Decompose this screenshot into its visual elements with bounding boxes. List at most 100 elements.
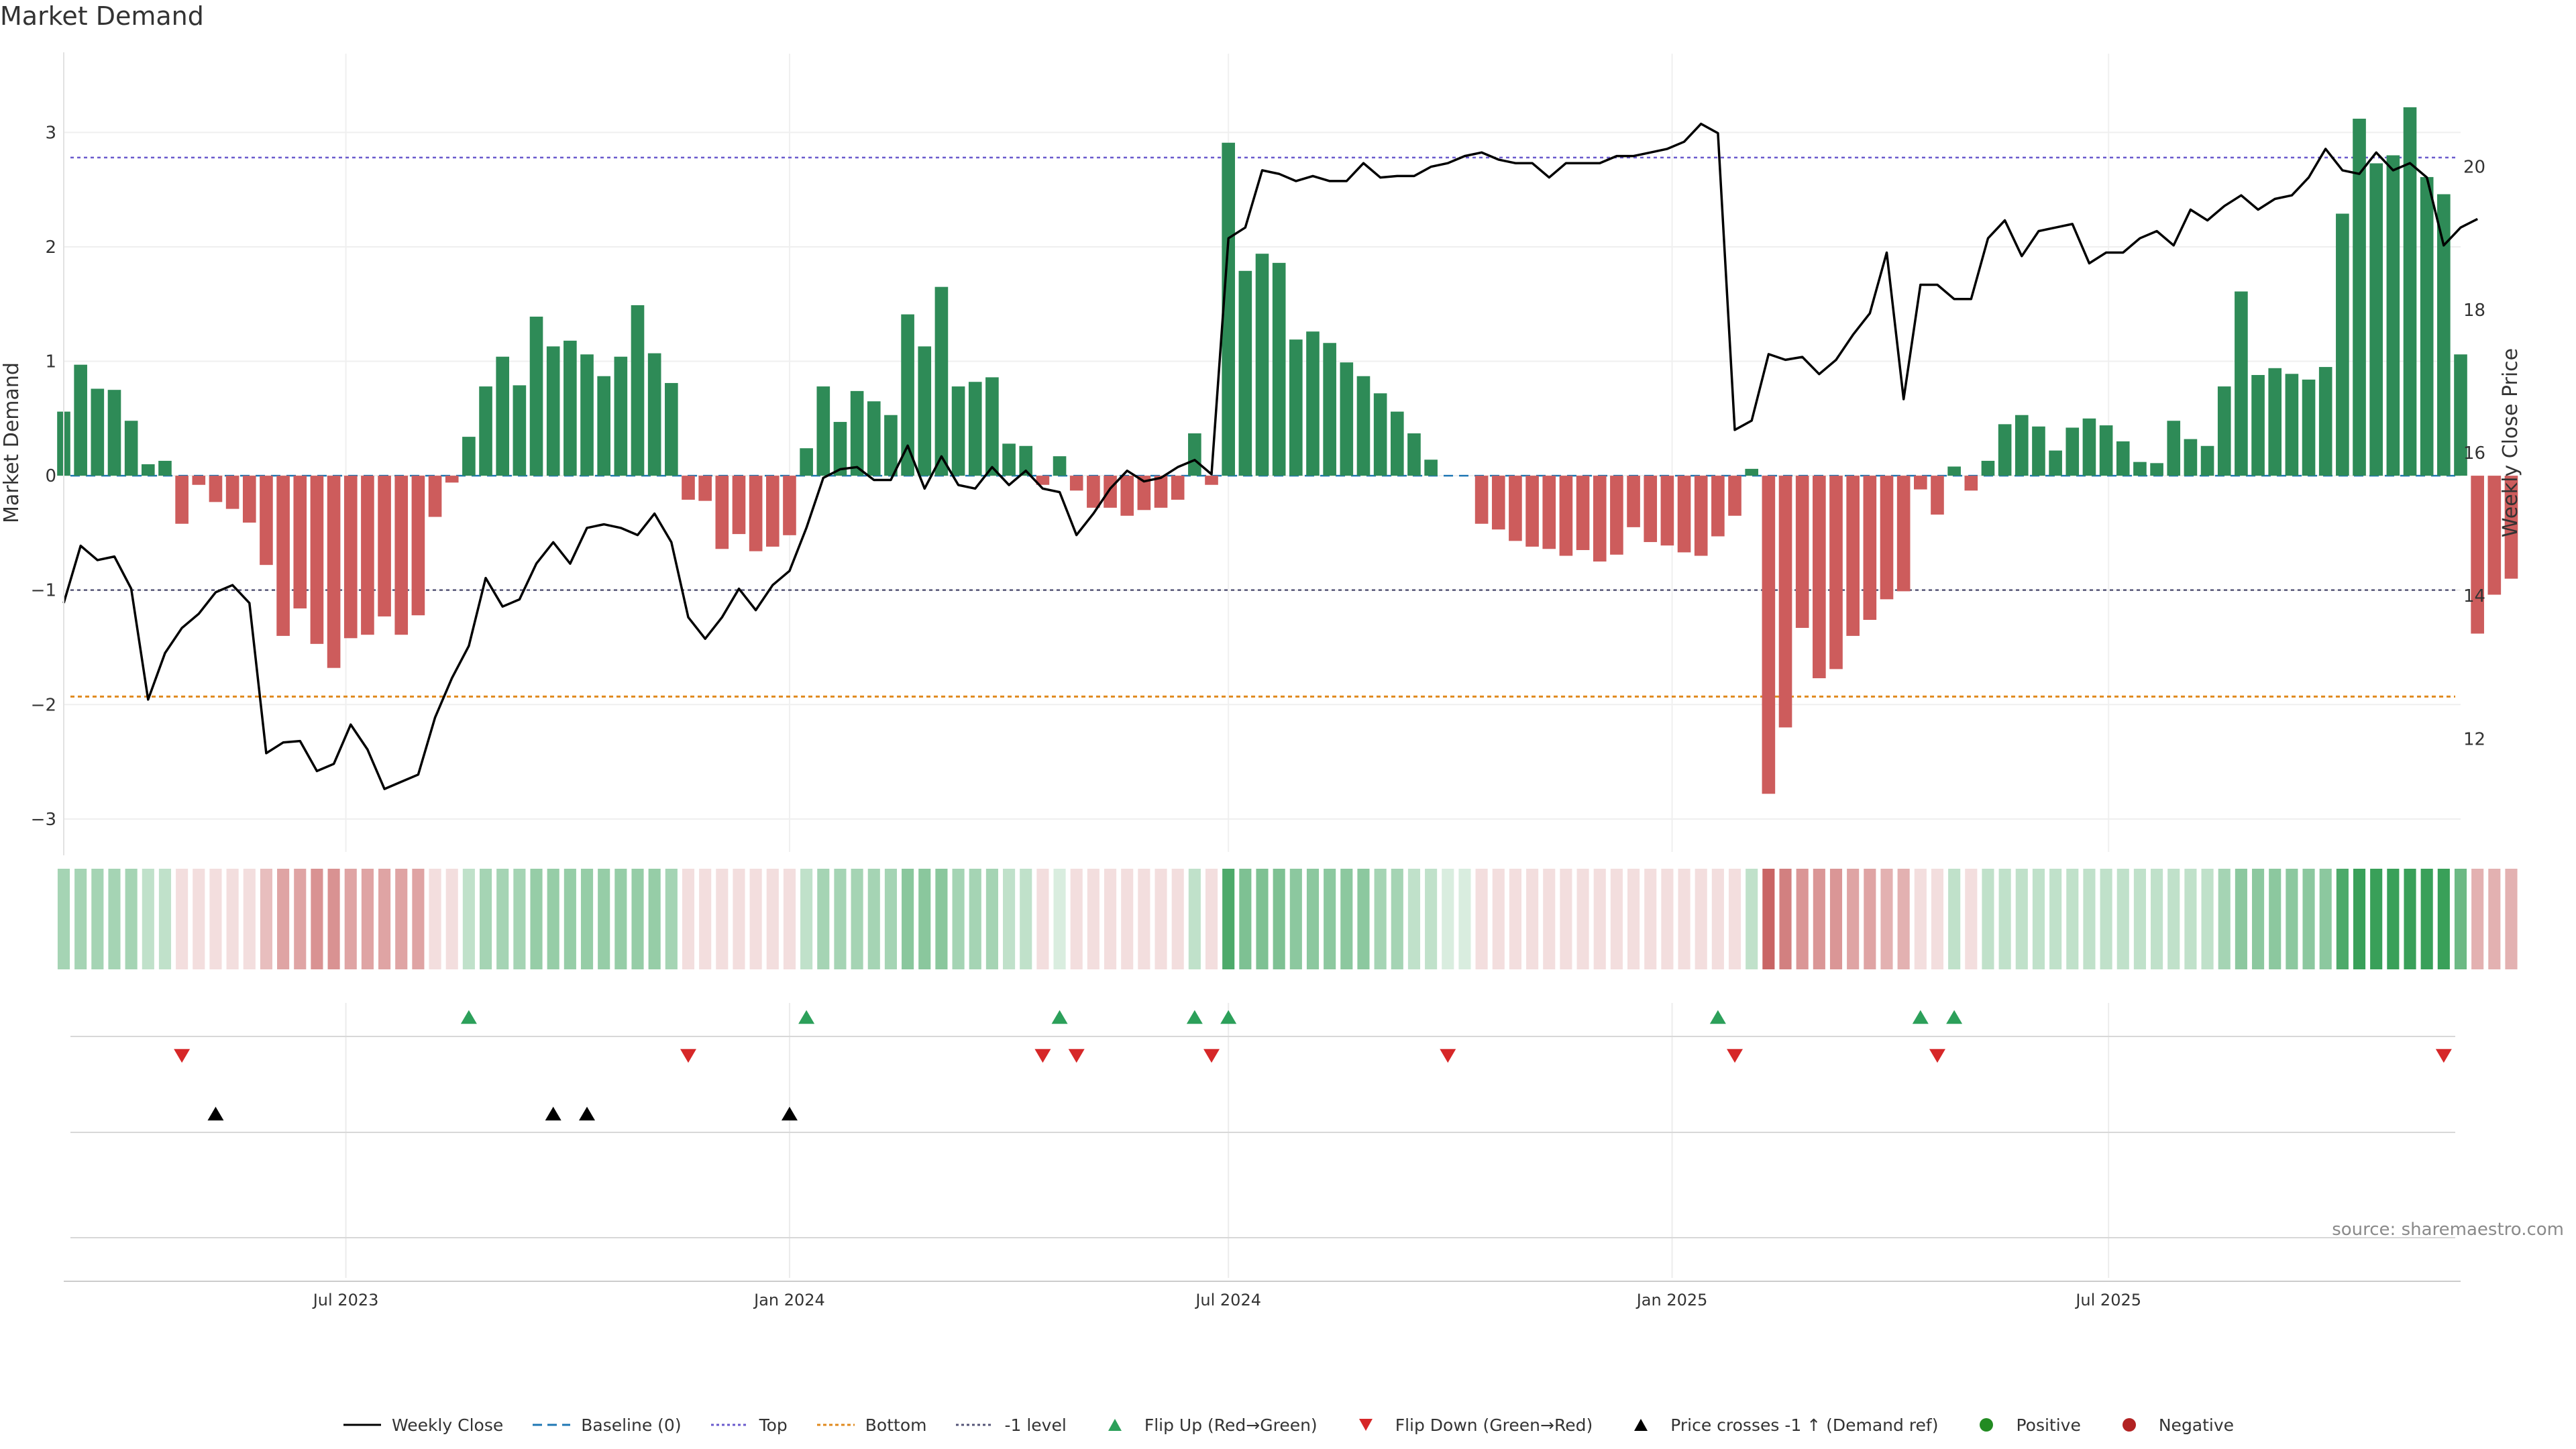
demand-bar [934,286,949,476]
demand-bar [158,460,172,476]
demand-shade-cell [733,869,745,969]
legend-item-bottom[interactable]: Bottom [816,1415,926,1435]
demand-shade-cell [1829,869,1843,969]
demand-bar [850,390,864,476]
demand-bar [2082,418,2096,476]
demand-bar [1931,476,1944,515]
demand-shade-cell [260,869,273,969]
demand-bar [124,421,138,476]
demand-bar [749,476,763,551]
demand-bar [833,421,847,476]
demand-bar [1104,476,1117,508]
demand-shade-cell [867,869,880,969]
demand-shade-cell [1998,869,2011,969]
demand-bar [1407,433,1421,476]
legend-symbol-baseline [533,1424,571,1426]
demand-bar [2437,194,2451,476]
demand-bar [1677,476,1691,553]
legend-item-flip-up[interactable]: Flip Up (Red→Green) [1095,1415,1318,1435]
demand-bar [1087,476,1100,508]
demand-bar [580,354,594,476]
demand-bar [2150,463,2163,476]
demand-shade-cell [2387,869,2400,969]
demand-bar [2099,425,2113,476]
demand-bar [951,386,965,476]
demand-shade-cell [1576,869,1589,969]
demand-shade-cell [57,869,70,969]
demand-bar [2065,427,2080,476]
demand-bar [2184,439,2198,476]
legend-label: -1 level [1004,1415,1067,1435]
demand-shade-cell [1104,869,1117,969]
demand-bar [2285,374,2299,476]
demand-shade-cell [834,869,847,969]
legend-item-flip-down[interactable]: Flip Down (Green→Red) [1346,1415,1593,1435]
demand-shade-cell [1644,869,1657,969]
demand-bar [698,476,712,501]
demand-shade-cell [665,869,678,969]
demand-bar [1069,476,1083,491]
demand-bar [107,390,121,476]
demand-shade-cell [530,869,543,969]
legend-item-cross[interactable]: Price crosses -1 ↑ (Demand ref) [1621,1415,1938,1435]
demand-shade-cell [91,869,104,969]
demand-shade-cell [918,869,931,969]
demand-shade-cell [1914,869,1927,969]
demand-shade-cell [1543,869,1556,969]
demand-bar [378,476,391,616]
demand-bar [209,476,223,502]
demand-shade-cell [1155,869,1167,969]
x-tick-label: Jan 2025 [1635,1291,1708,1309]
demand-shade-cell [1374,869,1387,969]
legend-item-price[interactable]: Weekly Close [342,1415,503,1435]
demand-shading-strip [57,869,2518,969]
legend-item-top[interactable]: Top [710,1415,788,1435]
demand-bar [462,437,476,476]
legend[interactable]: Weekly Close Baseline (0) Top Bottom -1 leve… [0,1411,2576,1438]
demand-bar [901,314,914,476]
demand-shade-cell [243,869,256,969]
demand-shade-cell [2049,869,2062,969]
demand-bar [175,476,189,524]
demand-shade-cell [766,869,779,969]
demand-shade-cell [1087,869,1099,969]
demand-shade-cell [2218,869,2231,969]
demand-bar [1914,476,1927,490]
demand-shade-cell [2420,869,2433,969]
demand-shade-cell [682,869,695,969]
legend-item-minus-one[interactable]: -1 level [955,1415,1067,1435]
legend-item-baseline[interactable]: Baseline (0) [531,1415,682,1435]
y2-tick-label: 16 [2463,443,2485,464]
flip-up-marker [1186,1010,1203,1024]
demand-bar [293,476,307,608]
demand-bar [141,464,155,476]
demand-shade-cell [580,869,594,969]
demand-bar [647,353,661,476]
legend-item-neg-dot[interactable]: Negative [2109,1415,2234,1435]
demand-bar [496,356,510,476]
demand-shade-cell [2015,869,2028,969]
legend-item-pos-dot[interactable]: Positive [1966,1415,2081,1435]
demand-shade-cell [294,869,307,969]
demand-shade-cell [108,869,121,969]
demand-bar [1644,476,1658,543]
demand-shade-cell [1728,869,1741,969]
demand-shade-cell [1864,869,1876,969]
demand-shade-cell [311,869,323,969]
demand-bar [1559,476,1573,556]
demand-shade-cell [1171,869,1184,969]
demand-shade-cell [1526,869,1539,969]
demand-bar [715,476,729,549]
price-cross-marker [545,1106,561,1121]
demand-shade-cell [1796,869,1809,969]
demand-bar [2116,441,2130,476]
demand-bar [1002,443,1016,476]
demand-shade-cell [1070,869,1083,969]
demand-shade-cell [817,869,830,969]
demand-bar [1610,476,1623,555]
demand-bar [2504,476,2518,579]
demand-bar [2251,375,2265,476]
demand-bar [682,476,695,500]
demand-shade-cell [1661,869,1674,969]
